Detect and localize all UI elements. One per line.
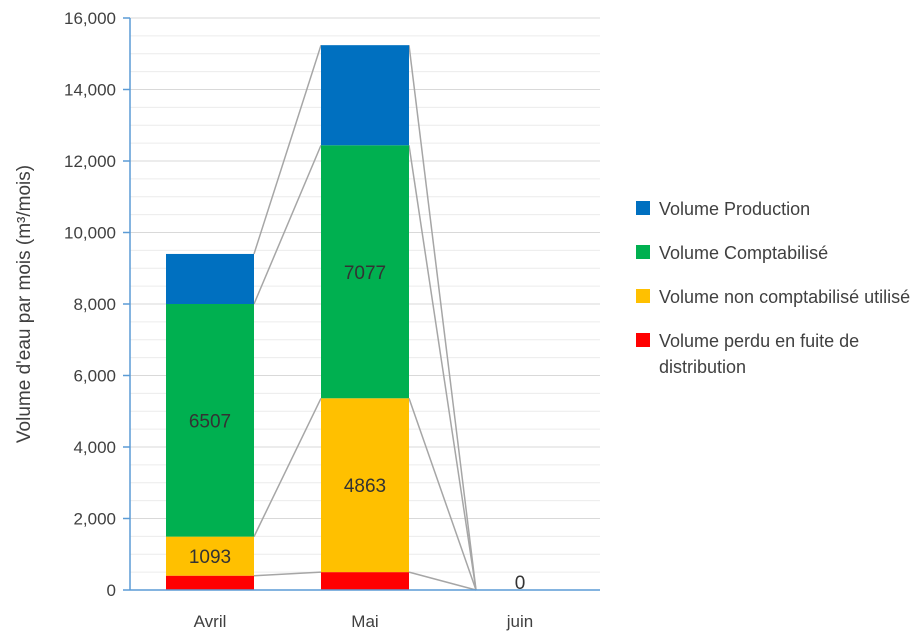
y-tick-label: 10,000: [64, 224, 116, 243]
y-tick-label: 0: [107, 581, 116, 600]
bar-segment: [166, 253, 254, 304]
y-axis-label: Volume d'eau par mois (m³/mois): [14, 165, 35, 443]
y-tick-label: 6,000: [73, 367, 116, 386]
legend-item: Volume non comptabilisé utilisé: [636, 284, 913, 310]
series-line: [408, 145, 477, 591]
data-label: 6507: [189, 411, 231, 432]
axes: 0 2,000 4,000 6,000 8,000 10,000 12,000 14,000 1…: [64, 9, 600, 631]
bar-segment: [166, 536, 254, 576]
series-connector-lines: [253, 44, 477, 591]
x-tick-label: juin: [506, 612, 533, 631]
x-tick-label: Mai: [351, 612, 378, 631]
legend-swatch: [636, 333, 650, 347]
data-label: 1093: [189, 547, 231, 568]
legend-label: Volume non comptabilisé utilisé: [659, 287, 911, 307]
legend-item: Volume perdu en fuite de distribution: [636, 328, 913, 380]
bars: [166, 45, 409, 590]
bar-segment: [166, 304, 254, 537]
y-tick-label: 4,000: [73, 438, 116, 457]
series-line: [408, 398, 477, 591]
y-tick-label: 8,000: [73, 295, 116, 314]
legend-swatch: [636, 245, 650, 259]
legend: Volume Production Volume Comptabilisé Volu…: [636, 196, 913, 398]
x-tick-label: Avril: [194, 612, 227, 631]
series-line: [253, 397, 322, 537]
legend-label: Volume Comptabilisé: [659, 243, 829, 263]
series-line: [253, 571, 322, 577]
legend-label: Volume perdu en fuite de distribution: [659, 331, 860, 377]
legend-item: Volume Comptabilisé: [636, 240, 913, 266]
bar-segment: [321, 572, 409, 590]
data-label: 7077: [344, 263, 386, 284]
y-tick-label: 16,000: [64, 9, 116, 28]
data-labels: 1093 4863 6507 7077 0: [189, 263, 525, 594]
series-line: [408, 45, 477, 591]
y-tick-label: 2,000: [73, 510, 116, 529]
legend-item: Volume Production: [636, 196, 913, 222]
legend-swatch: [636, 201, 650, 215]
bar-segment: [321, 145, 409, 399]
data-label: 0: [515, 573, 526, 594]
series-line: [253, 144, 322, 305]
data-label: 4863: [344, 476, 386, 497]
y-tick-label: 12,000: [64, 152, 116, 171]
legend-label: Volume Production: [659, 199, 811, 219]
y-tick-label: 14,000: [64, 81, 116, 100]
legend-swatch: [636, 289, 650, 303]
series-line: [408, 571, 477, 591]
bar-segment: [321, 398, 409, 573]
series-line: [253, 44, 322, 255]
bar-segment: [321, 45, 409, 146]
bar-segment: [166, 575, 254, 590]
